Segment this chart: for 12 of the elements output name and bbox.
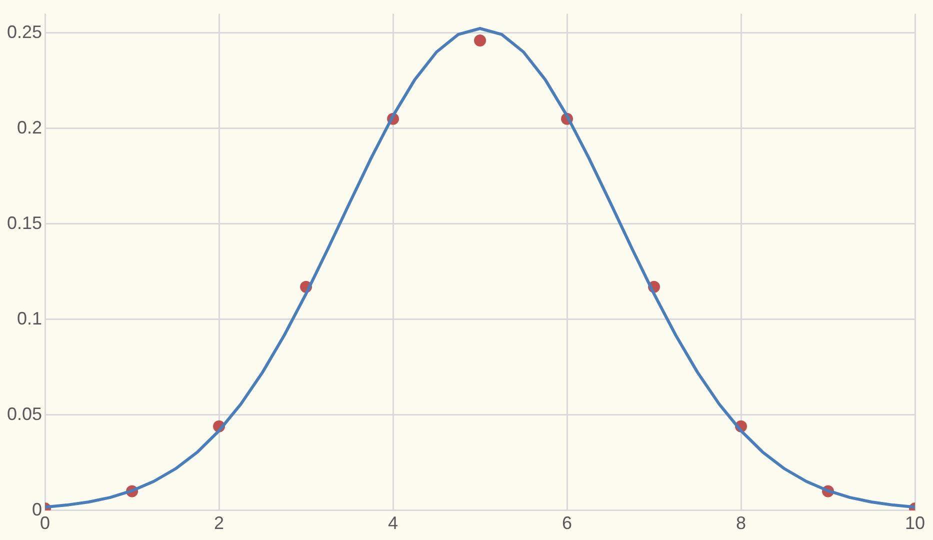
point (474, 34, 486, 47)
y-tick-label: 0.05 (6, 404, 42, 424)
x-tick-label: 4 (388, 513, 398, 534)
y-tick-label: 0 (32, 499, 42, 520)
y-tick-label: 0.1 (17, 308, 42, 328)
y-tick-label: 0.25 (6, 22, 42, 42)
x-tick-label: 8 (736, 513, 746, 534)
y-tick-label: 0.15 (6, 212, 42, 233)
x-tick-label: 10 (904, 513, 926, 534)
x-tick-label: 2 (214, 513, 224, 534)
x-tick-label: 6 (562, 513, 572, 534)
y-tick-label: 0.2 (17, 117, 42, 138)
